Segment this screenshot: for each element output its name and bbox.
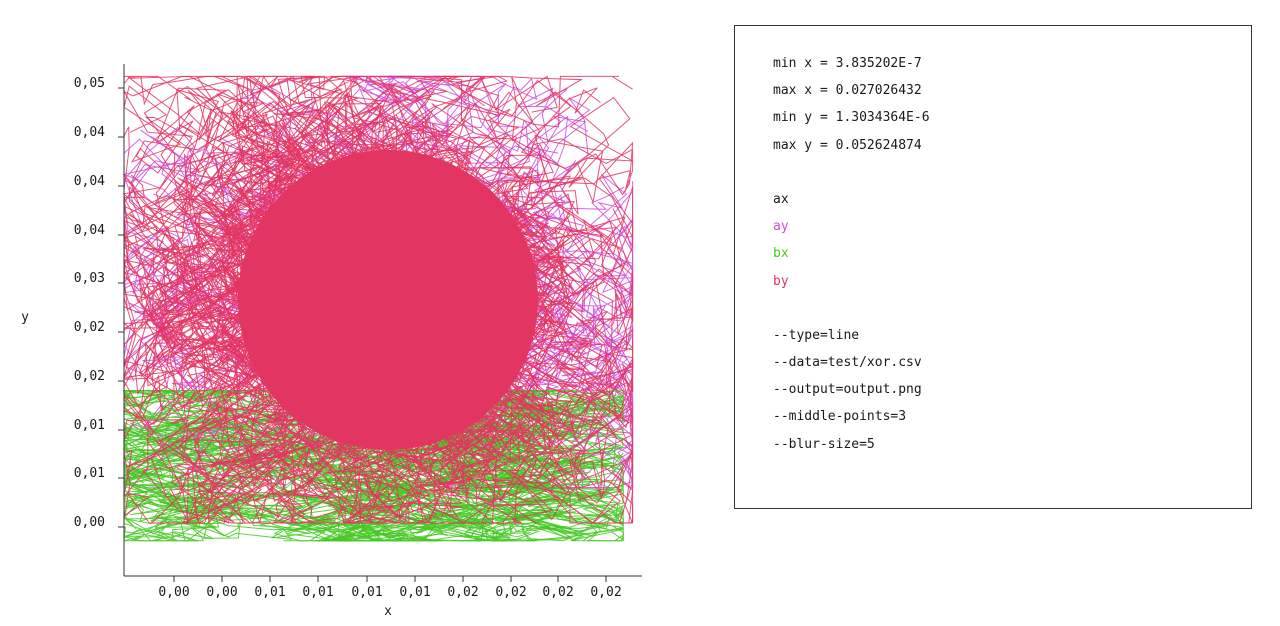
stat-min-x: min x = 3.835202E-7 [773, 56, 922, 71]
arg-middle-points: --middle-points=3 [773, 409, 907, 425]
line-chart: 0,00 0,01 0,01 0,02 0,02 0,03 0,04 0,04 0,04 0,05… [21, 64, 642, 619]
y-tick-label: 0,02 [74, 369, 105, 384]
y-tick-label: 0,00 [74, 515, 105, 530]
info-panel: min x = 3.835202E-7 max x = 0.027026432 … [734, 25, 1252, 509]
x-ticks: 0,00 0,00 0,01 0,01 0,01 0,01 0,02 0,02 0,02 0,02 [158, 576, 622, 600]
series-line [123, 487, 624, 542]
legend: ax ay bx by [773, 186, 1251, 295]
legend-item-ay: ay [773, 219, 789, 235]
series-line [265, 75, 592, 524]
x-tick-label: 0,02 [542, 585, 573, 600]
plot-area [122, 75, 634, 543]
arg-data: --data=test/xor.csv [773, 355, 922, 371]
x-tick-label: 0,01 [399, 585, 430, 600]
y-axis-label: y [21, 310, 29, 325]
arg-output: --output=output.png [773, 382, 922, 398]
y-tick-label: 0,05 [74, 76, 105, 91]
x-axis-label: x [384, 604, 392, 619]
arg-type: --type=line [773, 327, 860, 343]
legend-item-bx: bx [773, 246, 789, 262]
stats-block: min x = 3.835202E-7 max x = 0.027026432 … [773, 50, 1251, 159]
y-tick-label: 0,01 [74, 418, 105, 433]
stat-min-y: min y = 1.3034364E-6 [773, 110, 930, 126]
arg-blur-size: --blur-size=5 [773, 436, 875, 452]
y-tick-label: 0,01 [74, 466, 105, 481]
y-tick-label: 0,04 [74, 125, 105, 140]
x-tick-label: 0,02 [447, 585, 478, 600]
x-tick-label: 0,00 [158, 585, 189, 600]
series-by-dense-core [238, 150, 538, 450]
x-tick-label: 0,00 [206, 585, 237, 600]
x-tick-label: 0,01 [302, 585, 333, 600]
x-tick-label: 0,01 [351, 585, 382, 600]
stat-max-x: max x = 0.027026432 [773, 83, 922, 99]
y-tick-label: 0,04 [74, 174, 105, 189]
args-block: --type=line --data=test/xor.csv --output… [773, 322, 1251, 458]
y-ticks: 0,00 0,01 0,01 0,02 0,02 0,03 0,04 0,04 0,04 0,05 [74, 76, 124, 530]
x-tick-label: 0,01 [254, 585, 285, 600]
x-tick-label: 0,02 [590, 585, 621, 600]
y-tick-label: 0,03 [74, 271, 105, 286]
legend-item-ax: ax [773, 191, 789, 207]
y-tick-label: 0,02 [74, 320, 105, 335]
legend-item-by: by [773, 273, 789, 289]
x-tick-label: 0,02 [495, 585, 526, 600]
stat-max-y: max y = 0.052624874 [773, 137, 922, 153]
series-line [123, 75, 558, 524]
y-tick-label: 0,04 [74, 223, 105, 238]
series-line [123, 116, 422, 524]
